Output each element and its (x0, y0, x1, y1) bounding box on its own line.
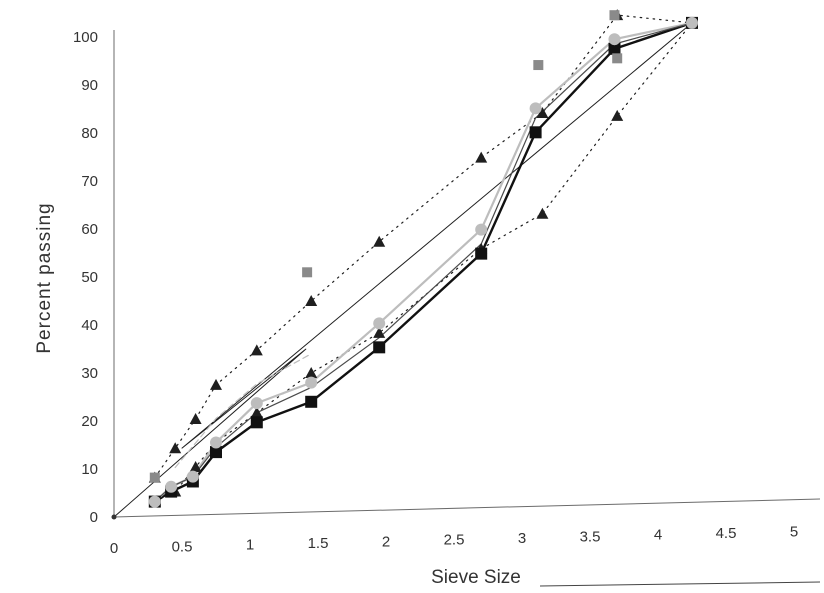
y-tick-label: 50 (81, 269, 98, 286)
origin-point (111, 514, 117, 520)
triangle-marker (536, 106, 549, 118)
circle-marker (250, 397, 263, 410)
circle-marker (529, 102, 542, 115)
y-tick-label: 30 (81, 365, 98, 382)
triangle-marker (305, 366, 318, 378)
x-tick-label: 1.5 (308, 535, 329, 552)
x-tick-labels: 0 0.5 1 1.5 2 2.5 3 3.5 4 4.5 5 (110, 523, 798, 557)
triangle-marker (189, 413, 202, 425)
x-tick-label: 4.5 (716, 525, 737, 542)
y-tick-label: 90 (81, 77, 98, 94)
circle-marker (305, 376, 318, 389)
x-tick-label: 3 (518, 530, 526, 547)
series-line-6 (174, 353, 312, 469)
square-marker (608, 42, 621, 55)
y-tick-label: 0 (90, 509, 98, 526)
circle-marker (165, 480, 178, 493)
circle-marker (608, 33, 621, 46)
x-tick-label: 0.5 (172, 538, 193, 555)
series-line-4 (153, 21, 694, 503)
square-marker (305, 395, 318, 408)
circle-marker (686, 16, 698, 29)
triangle-marker (169, 442, 182, 454)
triangle-marker (475, 151, 488, 163)
x-axis-title: Sieve Size (431, 567, 521, 588)
plot-area (113, 30, 821, 587)
series-line-1 (154, 14, 693, 479)
triangle-marker (305, 294, 318, 306)
series-line-5 (154, 22, 693, 503)
x-tick-label: 2 (382, 533, 390, 550)
triangle-marker (536, 207, 549, 219)
y-tick-label: 100 (73, 29, 98, 46)
y-tick-label: 10 (81, 461, 98, 478)
square-marker (373, 341, 386, 354)
x-tick-label: 5 (790, 523, 798, 540)
y-axis-title: Percent passing (34, 202, 55, 353)
series-line-3 (153, 21, 694, 503)
y-tick-label: 60 (81, 221, 98, 238)
series-line-0 (113, 22, 693, 518)
circle-marker (373, 317, 386, 330)
x-tick-label: 2.5 (444, 532, 465, 549)
series-line-2 (154, 22, 693, 503)
triangle-marker (189, 461, 202, 473)
x-axis-line (113, 498, 821, 518)
x-title-underline (539, 581, 821, 587)
gray-square-marker (612, 53, 623, 64)
square-marker (529, 126, 542, 139)
x-tick-label: 3.5 (580, 528, 601, 545)
square-marker (250, 416, 263, 429)
triangle-marker (250, 406, 263, 418)
triangle-marker (210, 378, 222, 390)
circle-marker (210, 436, 222, 449)
y-tick-label: 40 (81, 317, 98, 334)
gray-square-marker (609, 10, 620, 21)
triangle-marker (250, 344, 263, 356)
circle-marker (186, 470, 199, 483)
y-tick-labels: 0 10 20 30 40 50 60 70 80 90 100 (73, 29, 98, 526)
gray-square-marker (533, 60, 544, 71)
gray-square-marker (149, 472, 160, 483)
triangle-marker (611, 109, 624, 121)
square-marker (475, 247, 488, 260)
x-tick-label: 4 (654, 527, 662, 544)
triangle-marker (373, 235, 386, 247)
square-marker (210, 446, 222, 459)
y-tick-label: 80 (81, 125, 98, 142)
x-tick-label: 0 (110, 540, 118, 557)
triangle-marker (373, 326, 386, 338)
x-tick-label: 1 (246, 537, 254, 554)
circle-marker (148, 495, 161, 508)
y-tick-label: 70 (81, 173, 98, 190)
series-lines (113, 14, 694, 518)
gray-square-marker (302, 267, 313, 278)
circle-marker (475, 223, 488, 236)
series-markers (111, 9, 698, 520)
y-tick-label: 20 (81, 413, 98, 430)
